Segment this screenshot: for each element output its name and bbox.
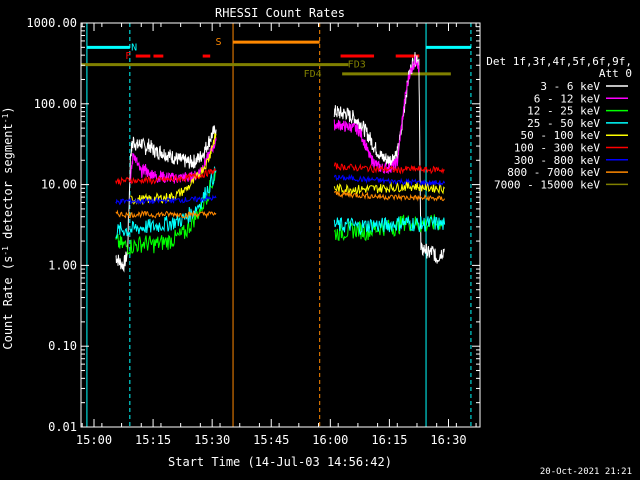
series-line-4-seg1 bbox=[130, 133, 217, 205]
y-axis-label-part: Count Rate (s bbox=[1, 256, 15, 350]
series-line-7-seg1 bbox=[115, 209, 217, 220]
series-line-6-seg1 bbox=[115, 194, 217, 206]
series-line-0-seg1 bbox=[115, 125, 217, 273]
flag-label-FD3: FD3 bbox=[348, 60, 366, 71]
y-tick-label-1: 0.10 bbox=[48, 339, 77, 353]
axes: 15:00 15:15 15:30 15:45 16:00 16:15 16:30 0.01 0… bbox=[26, 16, 481, 447]
x-tick-label-5: 16:15 bbox=[371, 433, 407, 447]
legend-entry-label: 100 - 300 keV bbox=[514, 142, 600, 155]
series-line-6-seg2 bbox=[333, 173, 446, 187]
y-axis-label-part: detector segment bbox=[1, 123, 15, 246]
series-line-0-seg2 bbox=[333, 52, 445, 264]
chart-title: RHESSI Count Rates bbox=[215, 6, 345, 20]
y-tick-label-0: 0.01 bbox=[48, 420, 77, 434]
flag-label-S: S bbox=[215, 37, 221, 48]
x-tick-label-4: 16:00 bbox=[312, 433, 348, 447]
series-line-5-seg2 bbox=[333, 162, 445, 175]
y-tick-label-4: 100.00 bbox=[34, 97, 77, 111]
series-line-1-seg2 bbox=[333, 56, 420, 175]
legend-entry-label: 12 - 25 keV bbox=[527, 105, 600, 118]
y-axis-label-exponent: -1 bbox=[1, 246, 10, 256]
legend-entry-label: 50 - 100 keV bbox=[521, 129, 601, 142]
y-axis-label: Count Rate (s-1 detector segment-1) bbox=[1, 106, 16, 349]
series-line-7-seg2 bbox=[333, 189, 446, 202]
plot-area: N S F FD3 FD4 bbox=[81, 23, 472, 427]
y-tick-label-3: 10.00 bbox=[41, 178, 77, 192]
legend-entry-label: 800 - 7000 keV bbox=[507, 166, 600, 179]
y-axis-label-exponent: -1 bbox=[1, 113, 10, 123]
flag-label-F: F bbox=[125, 51, 131, 62]
y-axis-label-part: ) bbox=[1, 106, 15, 113]
legend-entry-label: 300 - 800 keV bbox=[514, 154, 600, 167]
flag-label-N: N bbox=[131, 42, 137, 53]
legend-entry-label: 25 - 50 keV bbox=[527, 117, 600, 130]
generated-timestamp: 20-Oct-2021 21:21 bbox=[540, 467, 632, 477]
x-tick-label-6: 16:30 bbox=[430, 433, 466, 447]
series-line-4-seg2 bbox=[333, 181, 445, 196]
y-tick-label-2: 1.00 bbox=[48, 258, 77, 272]
series-line-5-seg1 bbox=[115, 167, 217, 186]
x-tick-label-1: 15:15 bbox=[135, 433, 171, 447]
legend-entry-label: 6 - 12 keV bbox=[534, 92, 601, 105]
x-tick-label-0: 15:00 bbox=[76, 433, 112, 447]
flag-label-FD4: FD4 bbox=[304, 69, 322, 80]
series-line-3-seg1 bbox=[115, 166, 217, 239]
axis-frame bbox=[80, 22, 481, 428]
x-axis-label: Start Time (14-Jul-03 14:56:42) bbox=[168, 455, 392, 469]
series-line-3-seg2 bbox=[333, 216, 446, 235]
x-tick-label-3: 15:45 bbox=[253, 433, 289, 447]
y-tick-label-5: 1000.00 bbox=[26, 16, 77, 30]
legend-entry-label: 7000 - 15000 keV bbox=[494, 178, 600, 191]
legend-entry-label: 3 - 6 keV bbox=[540, 80, 600, 93]
legend-header-line-1: Det 1f,3f,4f,5f,6f,9f, bbox=[486, 55, 632, 68]
legend-header-line-2: Att 0 bbox=[599, 67, 632, 80]
x-tick-label-2: 15:30 bbox=[194, 433, 230, 447]
